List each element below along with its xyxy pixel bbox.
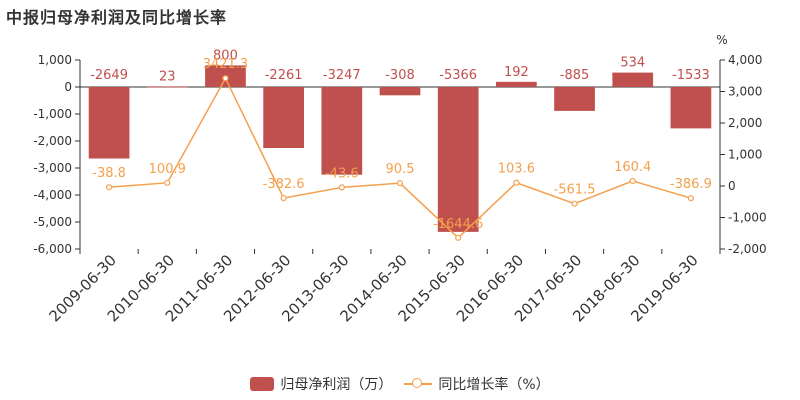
bar-data-label: -5366 — [439, 68, 477, 83]
growth-rate-point — [455, 234, 462, 241]
growth-rate-point — [280, 194, 287, 202]
line-data-label: 90.5 — [386, 162, 415, 177]
bar-data-label: -2261 — [265, 68, 303, 83]
bar — [321, 87, 363, 175]
bar-data-label: -308 — [385, 68, 415, 83]
line-data-label: -382.6 — [263, 177, 305, 192]
bar — [263, 87, 304, 149]
bar — [670, 87, 712, 129]
bar-data-label: -2649 — [90, 68, 128, 83]
right-tick-label: -2,000 — [728, 242, 767, 256]
line-data-label: -561.5 — [554, 183, 596, 198]
bar-data-label: 192 — [504, 65, 529, 80]
legend-bar-swatch-icon — [250, 377, 275, 391]
right-tick-label: 2,000 — [728, 116, 762, 130]
left-tick-label: -1,000 — [33, 107, 72, 121]
line-data-label: -1644.6 — [433, 217, 483, 232]
line-data-label: 3421.3 — [203, 57, 249, 72]
line-data-label: -43.6 — [325, 166, 359, 181]
growth-rate-line — [109, 76, 692, 239]
growth-rate-point — [164, 179, 171, 186]
bar-data-label: 800 — [213, 48, 238, 63]
growth-rate-point — [629, 177, 636, 185]
right-tick-label: 0 — [728, 179, 736, 193]
line-data-label: -38.8 — [92, 166, 126, 181]
legend-item-line[interactable]: 同比增长率（%） — [404, 374, 550, 394]
right-tick-label: -1,000 — [728, 211, 767, 225]
bar — [554, 87, 595, 111]
left-tick-label: -2,000 — [33, 134, 72, 148]
bar-data-label: -885 — [560, 68, 590, 83]
bar — [496, 81, 537, 87]
chart-title: 中报归母净利润及同比增长率 — [6, 8, 228, 27]
legend-label-line: 同比增长率（%） — [438, 377, 550, 393]
growth-rate-point — [513, 179, 520, 186]
bar-data-label: 23 — [159, 69, 176, 84]
line-data-label: -386.9 — [670, 177, 712, 192]
right-tick-label: 1,000 — [728, 148, 762, 162]
left-tick-label: -5,000 — [33, 215, 72, 229]
line-data-label: 160.4 — [614, 160, 651, 175]
growth-rate-point — [105, 184, 113, 191]
line-data-label: 103.6 — [498, 162, 535, 177]
right-axis-unit: % — [716, 33, 727, 47]
left-tick-label: 1,000 — [38, 53, 72, 67]
left-tick-label: 0 — [64, 80, 72, 94]
bar — [88, 87, 130, 159]
left-tick-label: -3,000 — [33, 161, 72, 175]
bar-data-label: -1533 — [672, 68, 710, 83]
growth-rate-point — [571, 200, 578, 207]
growth-rate-point — [338, 184, 345, 191]
line-data-label: 100.9 — [149, 162, 186, 177]
growth-rate-point — [396, 180, 404, 187]
bar-data-label: -3247 — [323, 68, 361, 83]
growth-rate-point — [687, 195, 695, 202]
right-tick-label: 4,000 — [728, 53, 762, 67]
left-tick-label: -4,000 — [33, 188, 72, 202]
bar — [146, 86, 188, 88]
bar-data-label: 534 — [620, 56, 645, 71]
bar — [437, 87, 479, 232]
bar — [612, 72, 654, 87]
left-tick-label: -6,000 — [33, 242, 72, 256]
growth-rate-point — [222, 75, 229, 82]
bar — [379, 87, 421, 96]
legend-label-bar: 归母净利润（万） — [280, 377, 393, 393]
right-tick-label: 3,000 — [728, 85, 762, 99]
legend-item-bar[interactable]: 归母净利润（万） — [250, 374, 392, 394]
legend-line-swatch-icon — [404, 377, 433, 391]
legend: 归母净利润（万） 同比增长率（%） — [0, 372, 800, 396]
